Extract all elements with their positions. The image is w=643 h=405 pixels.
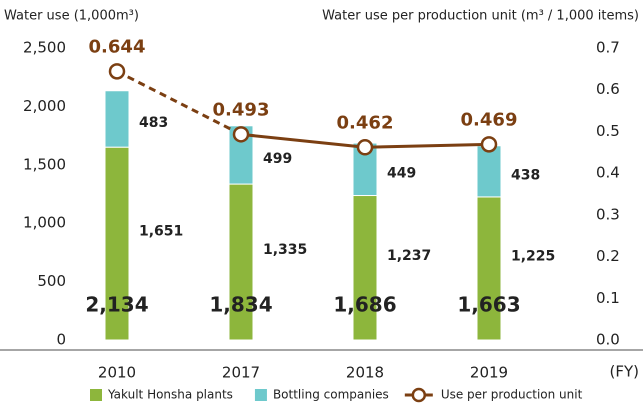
total-label: 2,134 bbox=[85, 293, 148, 317]
bar-segment bbox=[352, 195, 378, 341]
y2-tick-label: 0.2 bbox=[596, 247, 620, 265]
bar-segment bbox=[104, 90, 130, 148]
x-tick-label: 2010 bbox=[98, 364, 136, 382]
total-label: 1,663 bbox=[457, 293, 520, 317]
y-axis-title: Water use (1,000m³) bbox=[4, 9, 139, 24]
line-point bbox=[480, 136, 498, 153]
bar-segment bbox=[104, 146, 130, 341]
y-tick-label: 0 bbox=[56, 331, 66, 349]
data-label: 1,237 bbox=[387, 248, 431, 264]
y2-tick-label: 0.1 bbox=[596, 289, 620, 307]
legend-label: Yakult Honsha plants bbox=[107, 388, 233, 402]
legend-swatch bbox=[90, 389, 102, 401]
line-label: 0.462 bbox=[337, 112, 394, 133]
bar-segment bbox=[476, 196, 502, 341]
legend-swatch bbox=[254, 389, 267, 401]
data-label: 1,651 bbox=[139, 224, 183, 240]
y2-tick-label: 0.4 bbox=[596, 164, 620, 182]
line-point bbox=[356, 139, 374, 156]
legend-label: Use per production unit bbox=[441, 388, 583, 402]
data-label: 499 bbox=[263, 151, 292, 167]
y2-tick-label: 0.7 bbox=[596, 39, 620, 57]
y-tick-label: 1,000 bbox=[23, 214, 66, 232]
line-segment bbox=[364, 142, 490, 149]
y2-tick-label: 0.3 bbox=[596, 205, 620, 223]
line-segment bbox=[240, 132, 366, 149]
line-point bbox=[108, 63, 126, 80]
x-tick-label: 2017 bbox=[222, 364, 260, 382]
x-tick-label: 2018 bbox=[346, 364, 384, 382]
y2-tick-label: 0.6 bbox=[596, 80, 620, 98]
line-label: 0.493 bbox=[213, 99, 270, 120]
legend-marker bbox=[411, 387, 427, 403]
data-label: 483 bbox=[139, 115, 168, 131]
x-tick-label: 2019 bbox=[470, 364, 508, 382]
y-tick-label: 2,500 bbox=[23, 39, 66, 57]
y-tick-label: 500 bbox=[37, 272, 66, 290]
x-axis-title: (FY) bbox=[610, 363, 640, 381]
data-label: 1,225 bbox=[511, 248, 555, 264]
bar-segment bbox=[228, 183, 254, 341]
total-label: 1,686 bbox=[333, 293, 396, 317]
y2-axis-title: Water use per production unit (m³ / 1,00… bbox=[322, 9, 639, 24]
bar-segment bbox=[476, 145, 502, 198]
total-label: 1,834 bbox=[209, 293, 272, 317]
line-label: 0.644 bbox=[89, 36, 146, 57]
data-label: 449 bbox=[387, 165, 416, 181]
y2-tick-label: 0.5 bbox=[596, 122, 620, 140]
y-tick-label: 1,500 bbox=[23, 155, 66, 173]
line-point bbox=[232, 126, 250, 143]
y-tick-label: 2,000 bbox=[23, 97, 66, 115]
data-label: 1,335 bbox=[263, 242, 307, 258]
y2-tick-label: 0.0 bbox=[596, 331, 620, 349]
data-label: 438 bbox=[511, 167, 540, 183]
legend-label: Bottling companies bbox=[273, 388, 389, 402]
line-label: 0.469 bbox=[461, 109, 518, 130]
